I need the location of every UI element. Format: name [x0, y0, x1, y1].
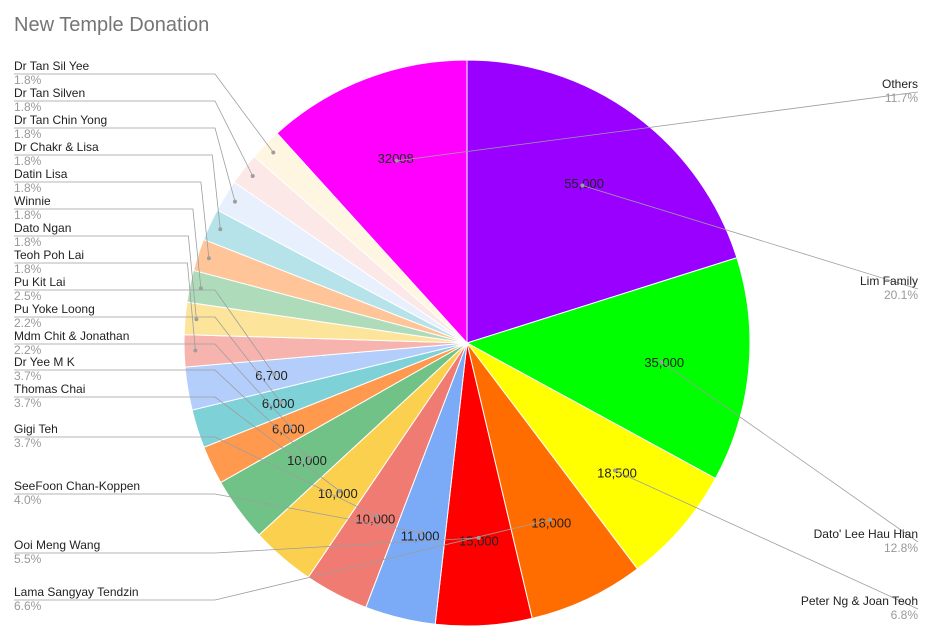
leader-line-ooi-meng-wang — [14, 537, 479, 554]
leader-line-gigi-teh — [14, 436, 377, 517]
slice-percent-dr-tan-silven: 1.8% — [14, 100, 42, 114]
slice-label-teoh-poh-lai: Teoh Poh Lai — [14, 248, 84, 262]
slice-value-thomas-chai: 10,000 — [318, 486, 358, 501]
slice-percent-thomas-chai: 3.7% — [14, 396, 42, 410]
leader-line-dr-tan-sil-yee — [14, 73, 274, 153]
slice-value-dato-lee-hau-hian: 35,000 — [644, 355, 684, 370]
leader-line-peter-ng-joan-teoh — [614, 470, 919, 610]
slice-label-pu-yoke-loong: Pu Yoke Loong — [14, 302, 95, 316]
slice-value-peter-ng-joan-teoh: 18,500 — [597, 465, 637, 480]
pie-slice-lama-sangyay-tendzin — [466, 342, 639, 619]
leader-line-mdm-chit-jonathan — [14, 343, 292, 428]
slice-label-dr-tan-silven: Dr Tan Silven — [14, 86, 85, 100]
slice-percent-mdm-chit-jonathan: 2.2% — [14, 343, 42, 357]
slice-label-datin-lisa: Datin Lisa — [14, 167, 68, 181]
slice-label-peter-ng-joan-teoh: Peter Ng & Joan Teoh — [801, 594, 918, 608]
slice-percent-winnie: 1.8% — [14, 208, 42, 222]
slice-percent-seefoon-chan-koppen: 4.0% — [14, 493, 42, 507]
leader-line-thomas-chai — [14, 396, 340, 492]
slice-value-ooi-meng-wang: 15,000 — [459, 534, 499, 549]
slice-value-lama-sangyay-tendzin: 18,000 — [531, 515, 571, 530]
leader-line-pu-yoke-loong — [14, 316, 282, 403]
slice-label-thomas-chai: Thomas Chai — [14, 382, 85, 396]
slice-percent-teoh-poh-lai: 1.8% — [14, 262, 42, 276]
slice-label-pu-kit-lai: Pu Kit Lai — [14, 275, 65, 289]
leader-line-lim-family — [582, 185, 919, 290]
leader-line-dato-lee-hau-hian — [661, 361, 919, 543]
slice-value-dr-yee-m-k: 10,000 — [287, 453, 327, 468]
slice-percent-dr-tan-sil-yee: 1.8% — [14, 73, 42, 87]
slice-percent-dato-lee-hau-hian: 12.8% — [884, 541, 918, 555]
leader-line-dato-ngan — [14, 235, 197, 320]
slice-value-mdm-chit-jonathan: 6,000 — [272, 422, 305, 437]
slice-value-lim-family: 55,000 — [564, 176, 604, 191]
slice-label-dr-tan-sil-yee: Dr Tan Sil Yee — [14, 59, 89, 73]
leader-line-seefoon-chan-koppen — [14, 493, 421, 534]
pie-slice-dato-lee-hau-hian — [465, 257, 751, 480]
leader-line-dr-tan-chin-yong — [14, 127, 236, 202]
leader-line-dr-yee-m-k — [14, 369, 310, 459]
slice-percent-dr-yee-m-k: 3.7% — [14, 369, 42, 383]
chart-title: New Temple Donation — [14, 14, 210, 36]
slice-label-others: Others — [882, 77, 918, 91]
slice-label-seefoon-chan-koppen: SeeFoon Chan-Koppen — [14, 479, 140, 493]
slice-percent-ooi-meng-wang: 5.5% — [14, 552, 42, 566]
leader-line-lama-sangyay-tendzin — [14, 519, 551, 601]
slice-value-pu-yoke-loong: 6,000 — [262, 396, 295, 411]
leader-line-dr-chakr-lisa — [14, 154, 221, 230]
slice-value-gigi-teh: 10,000 — [356, 512, 396, 527]
slice-label-ooi-meng-wang: Ooi Meng Wang — [14, 538, 100, 552]
slice-percent-datin-lisa: 1.8% — [14, 181, 42, 195]
slice-percent-dr-chakr-lisa: 1.8% — [14, 154, 42, 168]
slice-value-seefoon-chan-koppen: 11,000 — [401, 529, 440, 544]
slice-value-others: 32008 — [378, 151, 414, 166]
leader-line-teoh-poh-lai — [14, 262, 196, 351]
slice-label-dr-tan-chin-yong: Dr Tan Chin Yong — [14, 113, 107, 127]
slice-percent-others: 11.7% — [885, 91, 918, 105]
slice-label-dr-chakr-lisa: Dr Chakr & Lisa — [14, 140, 99, 154]
pie-slice-lim-family — [466, 59, 738, 344]
slice-label-dato-ngan: Dato Ngan — [14, 221, 71, 235]
slice-percent-gigi-teh: 3.7% — [14, 436, 42, 450]
slice-label-dr-yee-m-k: Dr Yee M K — [14, 355, 75, 369]
slice-percent-lim-family: 20.1% — [884, 288, 918, 302]
pie-slice-peter-ng-joan-teoh — [466, 342, 717, 570]
slice-percent-lama-sangyay-tendzin: 6.6% — [14, 599, 42, 613]
leader-line-pu-kit-lai — [14, 289, 275, 375]
slice-label-mdm-chit-jonathan: Mdm Chit & Jonathan — [14, 329, 129, 343]
slice-label-winnie: Winnie — [14, 194, 51, 208]
slice-percent-dr-tan-chin-yong: 1.8% — [14, 127, 42, 141]
slice-percent-pu-kit-lai: 2.5% — [14, 289, 42, 303]
leader-line-winnie — [14, 208, 202, 289]
pie-slice-others — [276, 59, 468, 345]
slice-label-dato-lee-hau-hian: Dato' Lee Hau Hian — [814, 527, 918, 541]
slice-percent-pu-yoke-loong: 2.2% — [14, 316, 42, 330]
leader-line-datin-lisa — [14, 181, 210, 259]
leader-line-others — [396, 91, 919, 162]
slice-percent-peter-ng-joan-teoh: 6.8% — [891, 608, 919, 622]
leader-line-dr-tan-silven — [14, 100, 254, 177]
slice-label-lim-family: Lim Family — [860, 274, 918, 288]
slice-label-lama-sangyay-tendzin: Lama Sangyay Tendzin — [14, 585, 139, 599]
slice-percent-dato-ngan: 1.8% — [14, 235, 42, 249]
slice-label-gigi-teh: Gigi Teh — [14, 422, 58, 436]
